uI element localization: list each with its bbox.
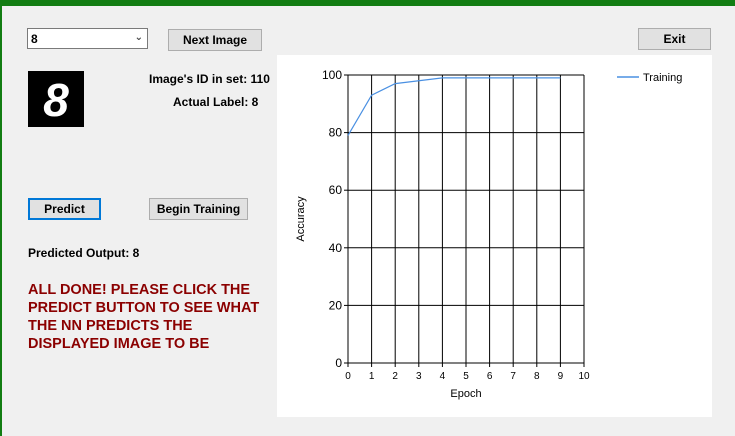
- window-frame-top: [0, 0, 735, 6]
- accuracy-chart: 0 1 2 3 4 5 6 7 8 9 10 0 20 40 60 80 100 Epoch Accuracy Tra…: [277, 55, 712, 417]
- image-selector-value: 8: [31, 31, 38, 46]
- exit-button[interactable]: Exit: [638, 28, 711, 50]
- x-tick-label: 6: [487, 371, 493, 382]
- accuracy-chart-svg: 0 1 2 3 4 5 6 7 8 9 10020406080100EpochAccuracyTra…: [295, 68, 682, 400]
- chevron-down-icon[interactable]: ⌄: [134, 32, 143, 43]
- y-tick-label: 0: [335, 356, 342, 370]
- digit-eight-glyph: 8: [43, 74, 69, 126]
- window-frame-left: [0, 0, 2, 436]
- x-tick-label: 9: [558, 371, 564, 382]
- y-tick-label: 60: [329, 183, 343, 197]
- begin-training-button[interactable]: Begin Training: [149, 198, 248, 220]
- x-axis-title: Epoch: [450, 388, 481, 400]
- x-tick-label: 5: [463, 371, 469, 382]
- image-selector-dropdown[interactable]: 8 ⌄: [27, 28, 148, 49]
- actual-label-text: Actual Label: 8: [173, 95, 259, 109]
- legend-label: Training: [643, 72, 682, 84]
- series-line-training: [347, 77, 561, 136]
- x-tick-label: 8: [534, 371, 540, 382]
- y-tick-label: 80: [329, 126, 343, 140]
- predicted-output-label: Predicted Output: 8: [28, 246, 140, 260]
- x-tick-label: 7: [510, 371, 516, 382]
- image-id-label: Image's ID in set: 110: [149, 72, 270, 86]
- y-tick-label: 40: [329, 241, 343, 255]
- next-image-button[interactable]: Next Image: [168, 29, 262, 51]
- x-tick-label: 0: [345, 371, 351, 382]
- status-message: ALL DONE! PLEASE CLICK THE PREDICT BUTTO…: [28, 282, 260, 352]
- x-tick-label: 10: [578, 371, 590, 382]
- y-tick-label: 20: [329, 298, 343, 312]
- x-tick-label: 4: [440, 371, 446, 382]
- x-tick-label: 2: [392, 371, 398, 382]
- x-tick-label: 1: [369, 371, 375, 382]
- digit-image: 8: [28, 71, 84, 127]
- predict-button[interactable]: Predict: [28, 198, 101, 220]
- x-tick-label: 3: [416, 371, 422, 382]
- y-axis-title: Accuracy: [295, 196, 307, 242]
- svg-text:8: 8: [43, 74, 69, 126]
- y-tick-label: 100: [322, 68, 342, 82]
